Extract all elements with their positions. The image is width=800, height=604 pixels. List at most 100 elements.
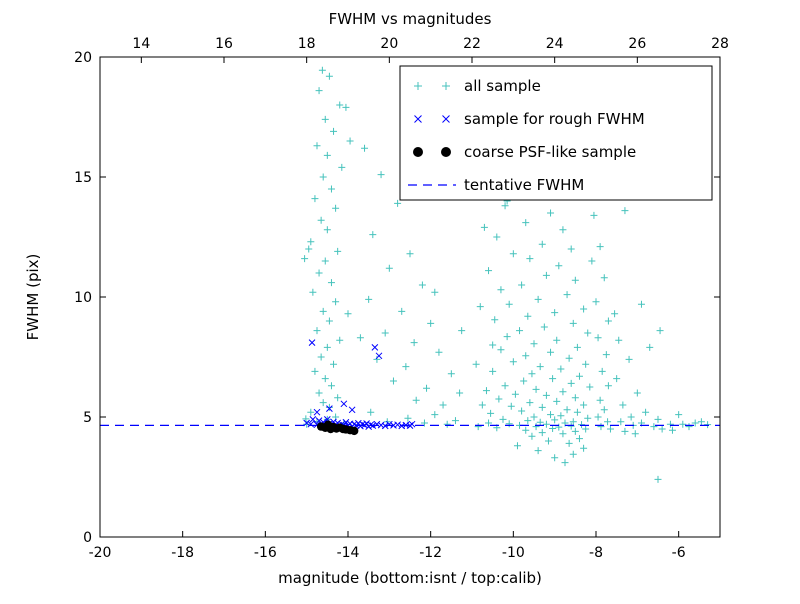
x-tick-label-bottom: -6 [672, 545, 686, 561]
scatter-point-plus [346, 137, 354, 145]
scatter-point-plus [412, 396, 420, 404]
scatter-point-x [309, 416, 317, 423]
scatter-point-x [350, 420, 358, 428]
y-tick-label: 10 [74, 290, 92, 306]
scatter-point-plus [315, 269, 323, 277]
scatter-point-plus [549, 375, 557, 383]
scatter-point-plus [518, 281, 526, 289]
scatter-point-plus [431, 411, 439, 419]
scatter-point-plus [319, 173, 327, 181]
scatter-point-plus [420, 419, 428, 427]
scatter-point-plus [594, 334, 602, 342]
scatter-point-plus [431, 288, 439, 296]
scatter-point-plus [559, 226, 567, 234]
scatter-point-plus [547, 348, 555, 356]
x-tick-label-top: 14 [132, 36, 150, 52]
scatter-point-plus [321, 375, 329, 383]
legend-marker-plus [414, 82, 422, 90]
scatter-point-plus [597, 423, 605, 431]
scatter-point-plus [476, 303, 484, 311]
scatter-point-plus [666, 420, 674, 428]
scatter-point-plus [594, 413, 602, 421]
scatter-point-plus [423, 384, 431, 392]
scatter-point-plus [547, 411, 555, 419]
scatter-point-plus [311, 367, 319, 375]
scatter-point-plus [309, 288, 317, 296]
scatter-point-plus [522, 426, 530, 434]
x-tick-label-top: 22 [463, 36, 481, 52]
scatter-point-plus [528, 432, 536, 440]
scatter-point-plus [569, 319, 577, 327]
scatter-point-plus [617, 418, 625, 426]
scatter-point-plus [654, 475, 662, 483]
scatter-point-plus [342, 103, 350, 111]
scatter-point-plus [503, 333, 511, 341]
scatter-point-plus [334, 247, 342, 255]
scatter-point-plus [596, 243, 604, 251]
scatter-point-x [340, 400, 348, 408]
scatter-point-plus [553, 336, 561, 344]
scatter-point-plus [685, 423, 693, 431]
scatter-point-plus [569, 450, 577, 458]
scatter-point-x [342, 418, 350, 426]
scatter-point-plus [302, 415, 310, 423]
scatter-point-plus [611, 310, 619, 318]
scatter-point-plus [536, 418, 544, 426]
scatter-point-plus [606, 425, 614, 433]
scatter-point-x [348, 406, 356, 414]
scatter-point-plus [435, 348, 443, 356]
scatter-point-plus [334, 394, 342, 402]
scatter-point-plus [621, 427, 629, 435]
scatter-point-plus [596, 396, 604, 404]
scatter-point-plus [619, 401, 627, 409]
scatter-point-plus [511, 390, 519, 398]
scatter-point-x [375, 352, 383, 360]
scatter-point-plus [598, 367, 606, 375]
scatter-point-plus [578, 421, 586, 429]
scatter-point-plus [406, 250, 414, 258]
all-sample-points [301, 66, 712, 483]
legend-marker-x [442, 115, 450, 123]
scatter-point-plus [489, 367, 497, 375]
scatter-point-plus [547, 209, 555, 217]
scatter-point-plus [534, 447, 542, 455]
scatter-point-plus [327, 279, 335, 287]
scatter-point-plus [522, 352, 530, 360]
scatter-point-plus [582, 425, 590, 433]
scatter-point-x [303, 419, 311, 427]
scatter-point-plus [513, 442, 521, 450]
legend-label: coarse PSF-like sample [464, 143, 636, 161]
scatter-point-plus [530, 413, 538, 421]
scatter-point-plus [323, 226, 331, 234]
scatter-point-plus [565, 354, 573, 362]
scatter-point-plus [509, 358, 517, 366]
x-tick-label-top: 26 [628, 36, 646, 52]
scatter-point-plus [356, 334, 364, 342]
scatter-point-plus [551, 416, 559, 424]
y-tick-label: 0 [83, 530, 92, 546]
scatter-point-plus [472, 360, 480, 368]
scatter-point-plus [478, 401, 486, 409]
scatter-point-plus [427, 319, 435, 327]
scatter-point-plus [538, 240, 546, 248]
scatter-point-plus [323, 151, 331, 159]
scatter-point-plus [301, 255, 309, 263]
scatter-point-x [367, 421, 375, 429]
scatter-point-plus [559, 388, 567, 396]
x-tick-label-bottom: -12 [419, 545, 442, 561]
scatter-point-plus [654, 415, 662, 423]
scatter-point-plus [580, 401, 588, 409]
scatter-point-plus [443, 420, 451, 428]
scatter-point-plus [338, 163, 346, 171]
scatter-point-plus [602, 351, 610, 359]
legend: all sample sample for rough FWHM coarse PS… [399, 65, 713, 201]
scatter-point-plus [315, 87, 323, 95]
x-tick-label-bottom: -20 [89, 545, 112, 561]
psf-like-points [316, 420, 359, 436]
scatter-point-plus [633, 389, 641, 397]
scatter-point-x [394, 421, 401, 429]
scatter-point-plus [385, 264, 393, 272]
scatter-point-plus [307, 408, 315, 416]
scatter-point-plus [656, 327, 664, 335]
scatter-point-plus [501, 202, 509, 210]
